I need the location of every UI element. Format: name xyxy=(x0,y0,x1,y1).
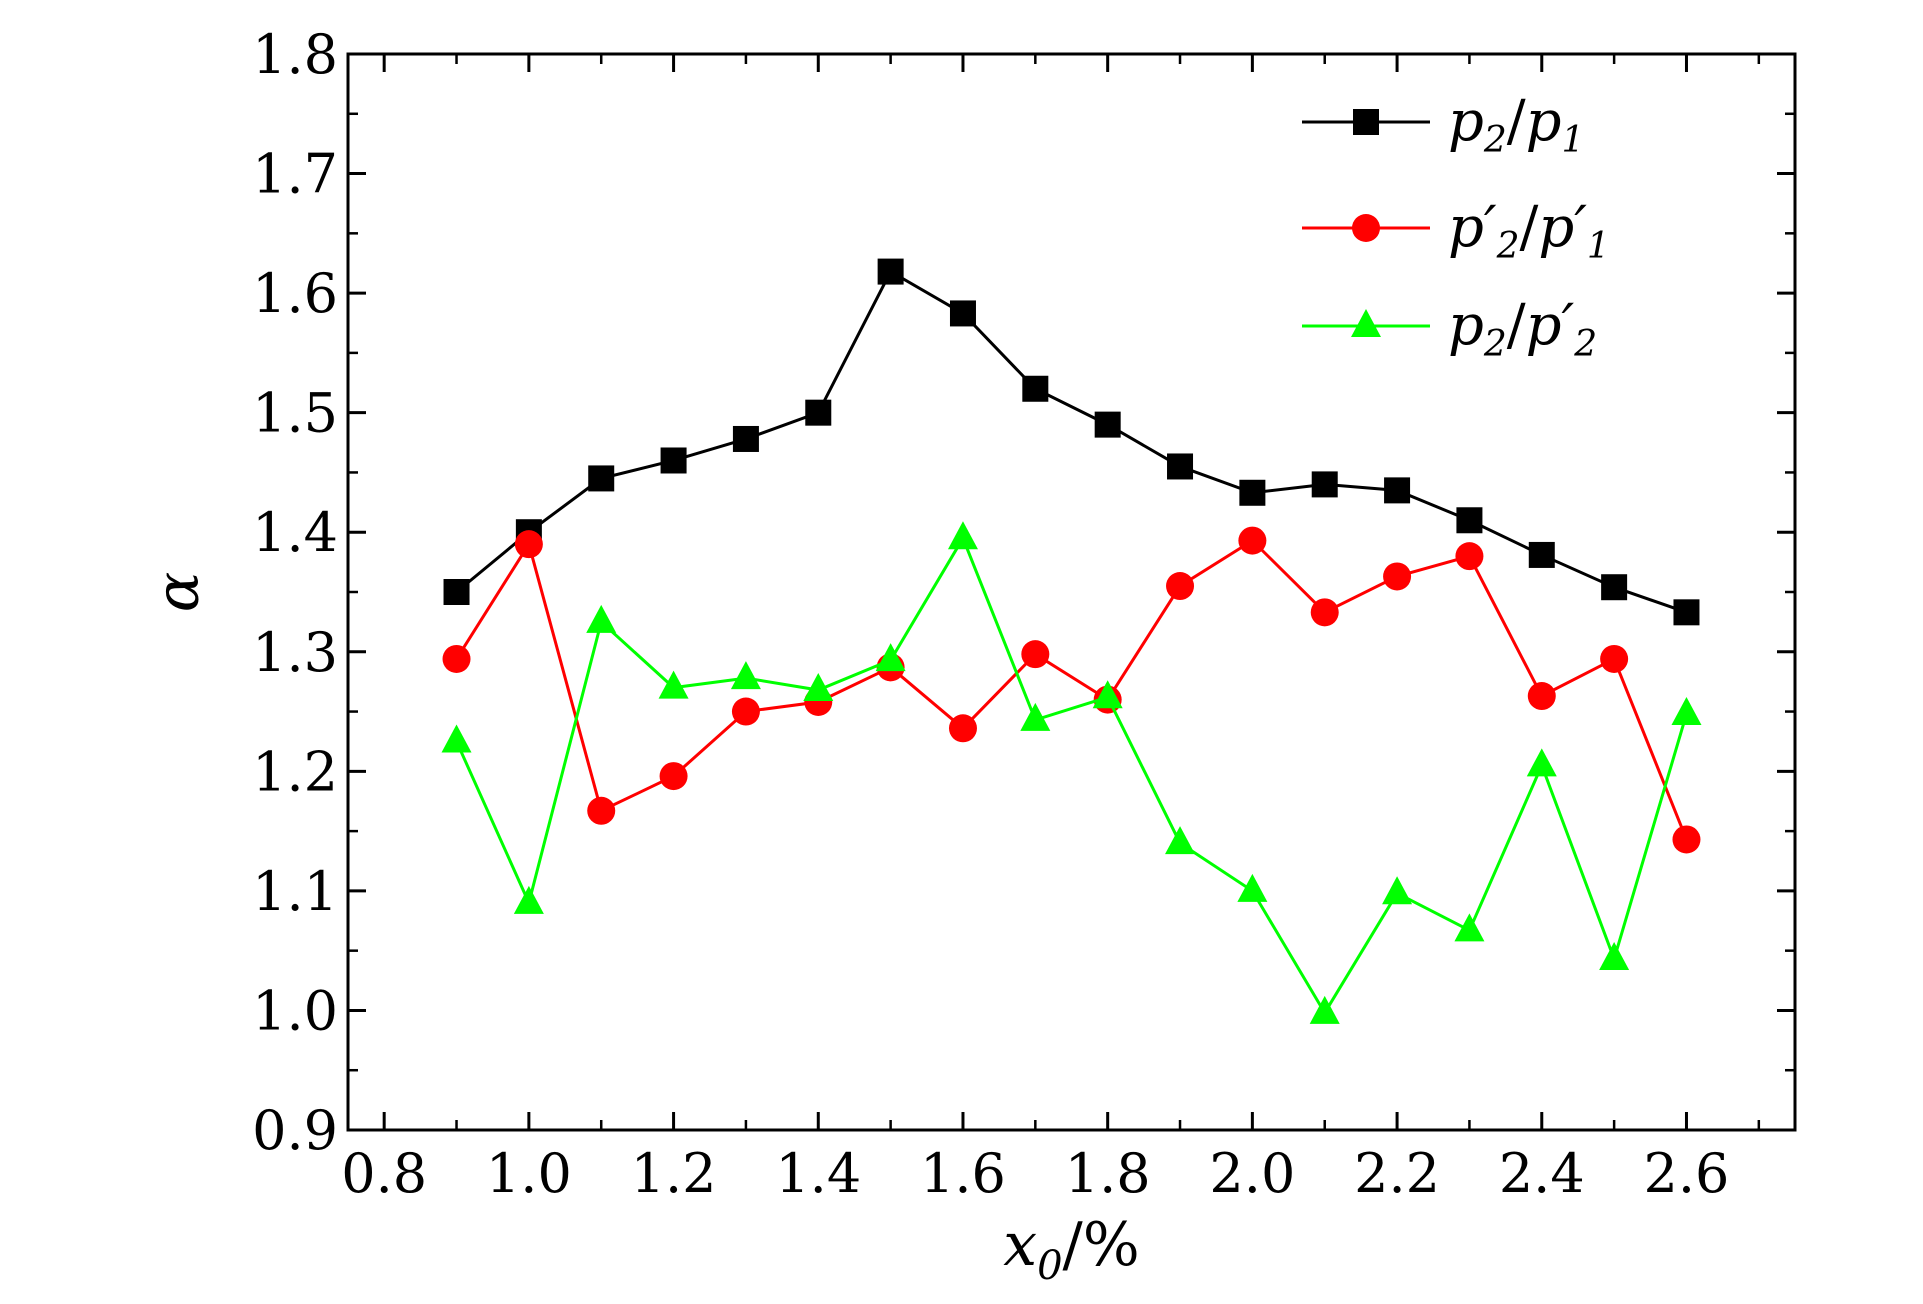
x-tick-label: 2.4 xyxy=(1499,1142,1585,1205)
series-line-2 xyxy=(455,534,1688,1016)
data-point-s2-14 xyxy=(1454,913,1485,942)
data-point-s1-13 xyxy=(1383,562,1412,591)
y-tick-label: 1.6 xyxy=(252,262,338,325)
data-point-s2-16 xyxy=(1599,942,1630,971)
data-point-s0-14 xyxy=(1456,507,1483,534)
y-tick-label: 1.0 xyxy=(252,979,338,1042)
data-point-s1-12 xyxy=(1310,598,1339,627)
data-point-s0-11 xyxy=(1239,479,1266,506)
x-tick-label: 2.6 xyxy=(1644,1142,1730,1205)
data-point-s1-15 xyxy=(1527,682,1556,711)
data-point-s0-0 xyxy=(443,579,470,605)
data-point-s0-2 xyxy=(588,465,615,492)
y-tick-label: 1.2 xyxy=(252,740,338,803)
data-point-s0-8 xyxy=(1022,375,1049,402)
data-point-s2-11 xyxy=(1237,873,1268,902)
data-point-s2-8 xyxy=(1020,702,1051,731)
series-line-0 xyxy=(455,269,1687,614)
data-point-s2-13 xyxy=(1382,876,1413,905)
data-point-s2-4 xyxy=(730,661,761,690)
legend-label-2: p2/p′2 xyxy=(1448,293,1597,365)
legend-marker-1 xyxy=(1352,214,1380,242)
y-axis-title: α xyxy=(143,572,213,613)
data-point-s0-7 xyxy=(949,300,976,327)
data-point-s2-7 xyxy=(947,521,978,550)
x-tick-label: 1.6 xyxy=(920,1142,1006,1205)
data-point-s0-5 xyxy=(805,399,832,426)
data-point-s0-9 xyxy=(1094,411,1121,438)
x-tick-label: 2.2 xyxy=(1354,1142,1440,1205)
data-point-s0-13 xyxy=(1384,477,1411,504)
x-tick-label: 1.2 xyxy=(631,1142,717,1205)
data-point-s1-16 xyxy=(1600,644,1629,673)
data-point-s2-0 xyxy=(441,724,472,753)
data-point-s1-8 xyxy=(1021,640,1050,669)
data-point-s0-10 xyxy=(1167,453,1194,480)
series-line-1 xyxy=(455,538,1688,841)
data-point-s0-3 xyxy=(660,447,687,474)
y-tick-label: 1.1 xyxy=(252,860,338,923)
x-tick-label: 1.8 xyxy=(1065,1142,1151,1205)
data-point-s2-10 xyxy=(1165,826,1196,855)
data-point-s1-14 xyxy=(1455,542,1484,571)
legend-marker-0 xyxy=(1353,109,1379,135)
x-tick-label: 0.8 xyxy=(341,1142,427,1205)
data-point-s1-10 xyxy=(1166,572,1195,601)
data-point-s0-16 xyxy=(1601,574,1628,601)
data-point-s2-6 xyxy=(875,643,906,672)
x-tick-label: 2.0 xyxy=(1209,1142,1295,1205)
data-point-s2-9 xyxy=(1092,680,1123,709)
data-point-s1-17 xyxy=(1672,825,1701,854)
y-tick-label: 1.3 xyxy=(252,621,338,684)
data-point-s1-11 xyxy=(1238,526,1267,555)
data-point-s0-15 xyxy=(1528,541,1555,568)
data-point-s1-3 xyxy=(659,762,688,791)
data-point-s2-12 xyxy=(1309,995,1340,1024)
y-tick-label: 1.8 xyxy=(252,23,338,86)
data-point-s2-5 xyxy=(803,673,834,702)
x-tick-label: 1.4 xyxy=(775,1142,861,1205)
data-point-s2-1 xyxy=(513,885,544,914)
x-tick-label: 1.0 xyxy=(486,1142,572,1205)
legend-label-1: p′2/p′1 xyxy=(1448,195,1610,267)
data-point-s0-6 xyxy=(877,258,904,285)
data-point-s0-4 xyxy=(732,425,759,452)
x-axis-title: x0/% xyxy=(1003,1210,1140,1289)
legend-label-0: p2/p1 xyxy=(1448,89,1584,161)
data-point-s0-17 xyxy=(1673,599,1700,626)
data-point-s1-0 xyxy=(442,644,471,673)
data-point-s2-2 xyxy=(586,604,617,633)
y-tick-label: 1.5 xyxy=(252,382,338,445)
y-tick-label: 0.9 xyxy=(252,1099,338,1162)
data-point-s1-2 xyxy=(587,796,616,825)
data-point-s1-4 xyxy=(731,697,760,726)
y-tick-label: 1.7 xyxy=(252,143,338,206)
legend-marker-2 xyxy=(1351,309,1381,337)
data-point-s1-1 xyxy=(514,530,543,559)
data-point-s2-15 xyxy=(1526,748,1557,777)
y-tick-label: 1.4 xyxy=(252,501,338,564)
data-point-s1-7 xyxy=(948,714,977,743)
data-point-s2-17 xyxy=(1671,696,1702,725)
data-point-s0-12 xyxy=(1311,471,1338,498)
data-point-s2-3 xyxy=(658,670,689,699)
